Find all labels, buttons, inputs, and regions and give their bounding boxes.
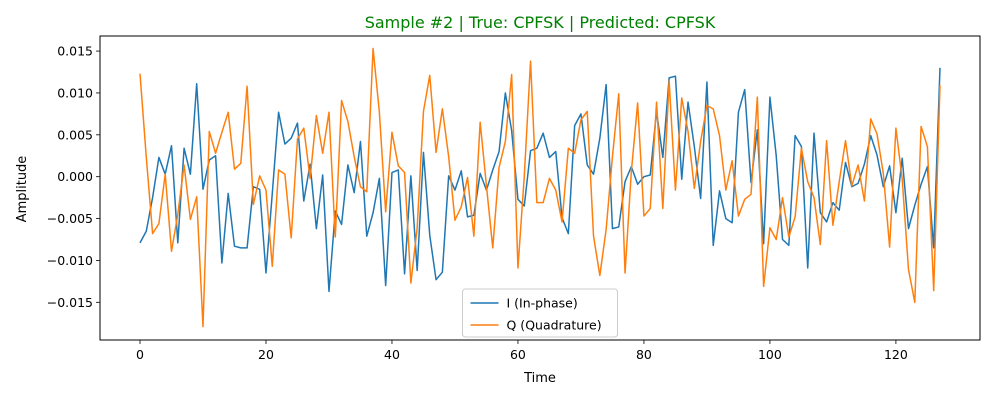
x-axis-label: Time	[523, 371, 556, 386]
y-tick-label: 0.000	[57, 169, 93, 184]
x-tick-label: 20	[258, 347, 274, 362]
series-line-2	[139, 47, 941, 328]
legend: I (In-phase) Q (Quadrature)	[462, 288, 618, 338]
x-tick-label: 60	[510, 347, 526, 362]
y-axis-label: Amplitude	[15, 156, 30, 223]
legend-label: Q (Quadrature)	[507, 318, 602, 333]
y-tick-label: −0.010	[47, 253, 93, 268]
legend-box	[462, 288, 618, 338]
plot-frame	[99, 35, 981, 341]
x-tick-label: 120	[884, 347, 908, 362]
chart-title: Sample #2 | True: CPFSK | Predicted: CPF…	[365, 13, 716, 32]
y-tick-label: −0.005	[47, 211, 93, 226]
x-tick-label: 0	[136, 347, 144, 362]
x-tick-label: 100	[758, 347, 782, 362]
series-layer	[139, 47, 941, 328]
x-tick-label: 80	[636, 347, 652, 362]
y-tick-label: 0.010	[57, 85, 93, 100]
series-line-1	[139, 67, 941, 293]
y-tick-label: 0.005	[57, 127, 93, 142]
y-axis: −0.015 −0.010 −0.005 0.000 0.005 0.010 0.015	[47, 44, 100, 310]
x-tick-label: 40	[384, 347, 400, 362]
x-axis: 0 20 40 60 80 100 120	[136, 340, 908, 362]
y-tick-label: 0.015	[57, 44, 93, 59]
y-tick-label: −0.015	[47, 295, 93, 310]
legend-label: I (In-phase)	[507, 296, 578, 311]
